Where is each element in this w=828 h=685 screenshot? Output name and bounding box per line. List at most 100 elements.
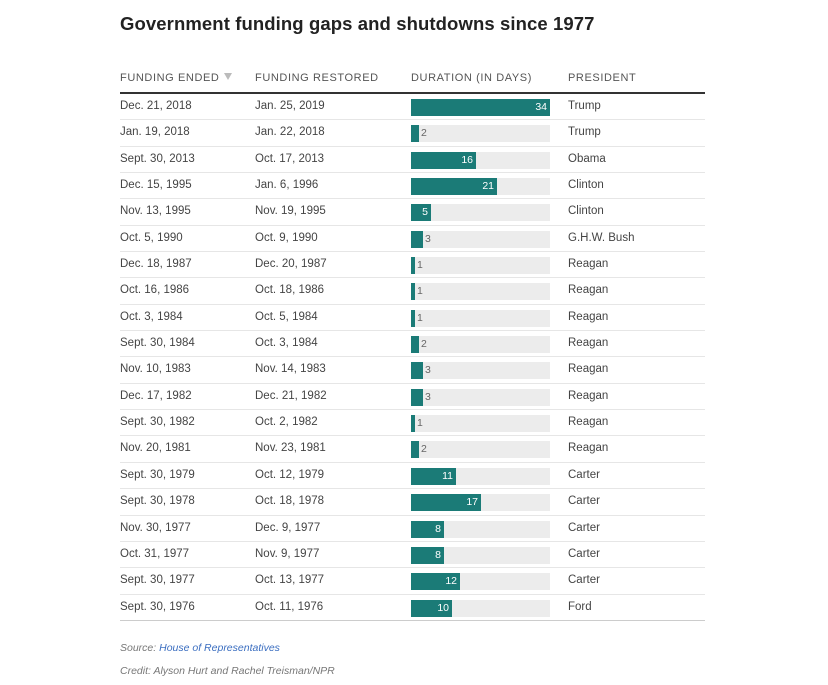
- duration-bar: [411, 388, 423, 406]
- duration-label: 21: [482, 180, 494, 193]
- funding-ended-cell: Dec. 15, 1995: [120, 179, 192, 192]
- duration-label: 3: [425, 232, 431, 245]
- duration-bar-track: 2: [411, 441, 550, 459]
- funding-ended-cell: Jan. 19, 2018: [120, 126, 190, 139]
- duration-bar: [411, 362, 423, 380]
- header-duration[interactable]: DURATION (IN DAYS): [411, 72, 533, 84]
- source-note: Source: House of Representatives: [120, 642, 280, 654]
- chart-title: Government funding gaps and shutdowns si…: [120, 13, 595, 34]
- funding-ended-cell: Nov. 20, 1981: [120, 442, 191, 455]
- table-row: Oct. 31, 1977 Nov. 9, 1977 8 Carter: [120, 542, 705, 569]
- table-row: Sept. 30, 1984 Oct. 3, 1984 2 Reagan: [120, 331, 705, 358]
- duration-bar: [411, 494, 481, 512]
- funding-restored-cell: Dec. 9, 1977: [255, 521, 321, 534]
- table-row: Dec. 21, 2018 Jan. 25, 2019 34 Trump: [120, 94, 705, 121]
- funding-restored-cell: Nov. 19, 1995: [255, 205, 326, 218]
- duration-bar: [411, 573, 460, 591]
- president-cell: Trump: [568, 126, 601, 139]
- table-row: Nov. 13, 1995 Nov. 19, 1995 5 Clinton: [120, 199, 705, 226]
- duration-label: 2: [421, 338, 427, 351]
- duration-bar-track: 11: [411, 467, 550, 485]
- president-cell: Carter: [568, 547, 600, 560]
- duration-bar: [411, 283, 415, 301]
- duration-bar: [411, 599, 452, 617]
- duration-bar-track: 1: [411, 415, 550, 433]
- duration-bar-track: 10: [411, 599, 550, 617]
- duration-bar-track: 3: [411, 230, 550, 248]
- funding-restored-cell: Oct. 5, 1984: [255, 310, 318, 323]
- funding-restored-cell: Jan. 25, 2019: [255, 100, 325, 112]
- duration-bar: [411, 336, 419, 354]
- funding-ended-cell: Dec. 17, 1982: [120, 389, 192, 402]
- duration-bar-track: 1: [411, 283, 550, 301]
- funding-ended-cell: Oct. 3, 1984: [120, 310, 183, 323]
- duration-bar: [411, 151, 476, 169]
- president-cell: Reagan: [568, 337, 609, 350]
- duration-bar: [411, 99, 550, 116]
- table-row: Dec. 15, 1995 Jan. 6, 1996 21 Clinton: [120, 173, 705, 200]
- president-cell: Reagan: [568, 284, 609, 297]
- funding-ended-cell: Sept. 30, 1979: [120, 468, 195, 481]
- table-body: Dec. 21, 2018 Jan. 25, 2019 34 Trump Jan. 19…: [120, 94, 705, 621]
- funding-ended-cell: Sept. 30, 1976: [120, 600, 195, 613]
- duration-label: 12: [445, 575, 457, 588]
- table-row: Oct. 16, 1986 Oct. 18, 1986 1 Reagan: [120, 278, 705, 305]
- duration-bar-track: 8: [411, 520, 550, 538]
- table-row: Sept. 30, 1978 Oct. 18, 1978 17 Carter: [120, 489, 705, 516]
- duration-label: 1: [417, 417, 423, 430]
- funding-ended-cell: Dec. 18, 1987: [120, 258, 192, 271]
- table-row: Sept. 30, 1979 Oct. 12, 1979 11 Carter: [120, 463, 705, 490]
- table-header: FUNDING ENDED FUNDING RESTORED DURATION …: [120, 70, 705, 94]
- table-row: Nov. 20, 1981 Nov. 23, 1981 2 Reagan: [120, 436, 705, 463]
- table-row: Sept. 30, 1982 Oct. 2, 1982 1 Reagan: [120, 410, 705, 437]
- funding-restored-cell: Jan. 6, 1996: [255, 179, 319, 192]
- funding-restored-cell: Jan. 22, 2018: [255, 126, 325, 139]
- header-funding-restored[interactable]: FUNDING RESTORED: [255, 72, 379, 84]
- president-cell: Carter: [568, 468, 600, 481]
- funding-ended-cell: Nov. 30, 1977: [120, 521, 191, 534]
- president-cell: Reagan: [568, 258, 609, 271]
- funding-restored-cell: Oct. 18, 1978: [255, 495, 325, 508]
- funding-restored-cell: Oct. 11, 1976: [255, 600, 324, 613]
- funding-restored-cell: Oct. 12, 1979: [255, 468, 325, 481]
- header-president[interactable]: PRESIDENT: [568, 72, 637, 84]
- duration-label: 3: [425, 390, 431, 403]
- table-row: Jan. 19, 2018 Jan. 22, 2018 2 Trump: [120, 120, 705, 147]
- funding-ended-cell: Sept. 30, 2013: [120, 152, 195, 165]
- duration-bar: [411, 415, 415, 433]
- duration-bar: [411, 309, 415, 327]
- funding-ended-cell: Nov. 10, 1983: [120, 363, 191, 376]
- header-funding-ended[interactable]: FUNDING ENDED: [120, 72, 233, 84]
- president-cell: Carter: [568, 495, 600, 508]
- duration-label: 5: [422, 206, 428, 219]
- table-row: Dec. 17, 1982 Dec. 21, 1982 3 Reagan: [120, 384, 705, 411]
- duration-bar-track: 1: [411, 309, 550, 327]
- funding-ended-cell: Oct. 5, 1990: [120, 231, 183, 244]
- duration-label: 3: [425, 364, 431, 377]
- president-cell: Ford: [568, 600, 592, 613]
- funding-ended-cell: Dec. 21, 2018: [120, 100, 192, 112]
- duration-bar-track: 21: [411, 178, 550, 196]
- funding-restored-cell: Oct. 13, 1977: [255, 574, 325, 587]
- funding-ended-cell: Sept. 30, 1978: [120, 495, 195, 508]
- funding-ended-cell: Sept. 30, 1984: [120, 337, 195, 350]
- duration-bar: [411, 204, 431, 222]
- funding-restored-cell: Oct. 18, 1986: [255, 284, 325, 297]
- duration-bar: [411, 546, 444, 564]
- funding-restored-cell: Oct. 3, 1984: [255, 337, 318, 350]
- table-row: Nov. 30, 1977 Dec. 9, 1977 8 Carter: [120, 516, 705, 542]
- funding-ended-cell: Oct. 16, 1986: [120, 284, 190, 297]
- sort-descending-icon[interactable]: [224, 73, 233, 80]
- duration-bar: [411, 125, 419, 143]
- funding-ended-cell: Nov. 13, 1995: [120, 205, 191, 218]
- source-link[interactable]: House of Representatives: [159, 642, 280, 654]
- funding-restored-cell: Oct. 17, 2013: [255, 152, 325, 165]
- duration-bar-track: 5: [411, 204, 550, 222]
- duration-label: 17: [466, 496, 478, 509]
- table-row: Oct. 5, 1990 Oct. 9, 1990 3 G.H.W. Bush: [120, 226, 705, 253]
- president-cell: G.H.W. Bush: [568, 231, 635, 244]
- duration-bar: [411, 467, 456, 485]
- president-cell: Clinton: [568, 205, 604, 218]
- duration-label: 11: [442, 469, 453, 482]
- president-cell: Reagan: [568, 442, 609, 455]
